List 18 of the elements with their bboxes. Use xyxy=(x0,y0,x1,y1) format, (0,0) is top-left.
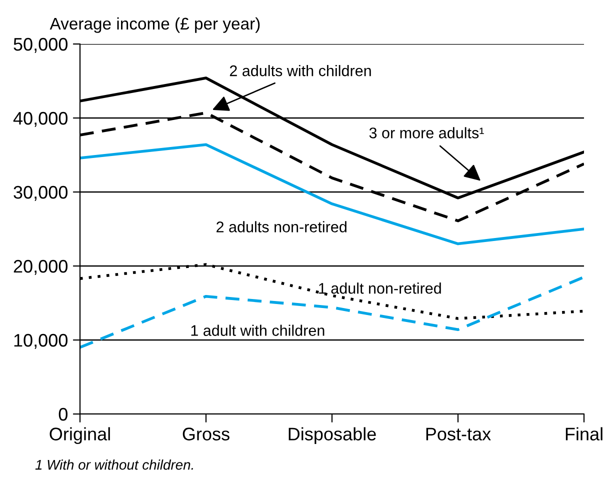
y-tick-label: 40,000 xyxy=(13,112,68,127)
series-label: 1 adult non-retired xyxy=(319,282,441,294)
series-label: 3 or more adults¹ xyxy=(369,127,484,138)
y-tick-label: 50,000 xyxy=(14,38,68,53)
x-tick-label: Gross xyxy=(182,428,230,440)
y-tick-label: 20,000 xyxy=(14,260,68,275)
text: 1 With or without children. xyxy=(35,460,193,470)
y-axis-title: Average income (£ per year) xyxy=(50,17,260,33)
y-tick-label: 30,000 xyxy=(14,186,68,201)
y-tick-label: 10,000 xyxy=(14,334,68,349)
x-tick-label: Final xyxy=(566,427,602,440)
y-tick-label: 0 xyxy=(58,408,68,421)
series-label: 1 adult with children xyxy=(191,324,324,336)
x-tick-label: Original xyxy=(50,427,110,444)
x-tick-label: Disposable xyxy=(288,427,376,444)
x-tick-label: Post-tax xyxy=(426,428,491,440)
text: 2 adults with children xyxy=(230,65,371,76)
series-label: 2 adults non-retired xyxy=(216,221,346,232)
